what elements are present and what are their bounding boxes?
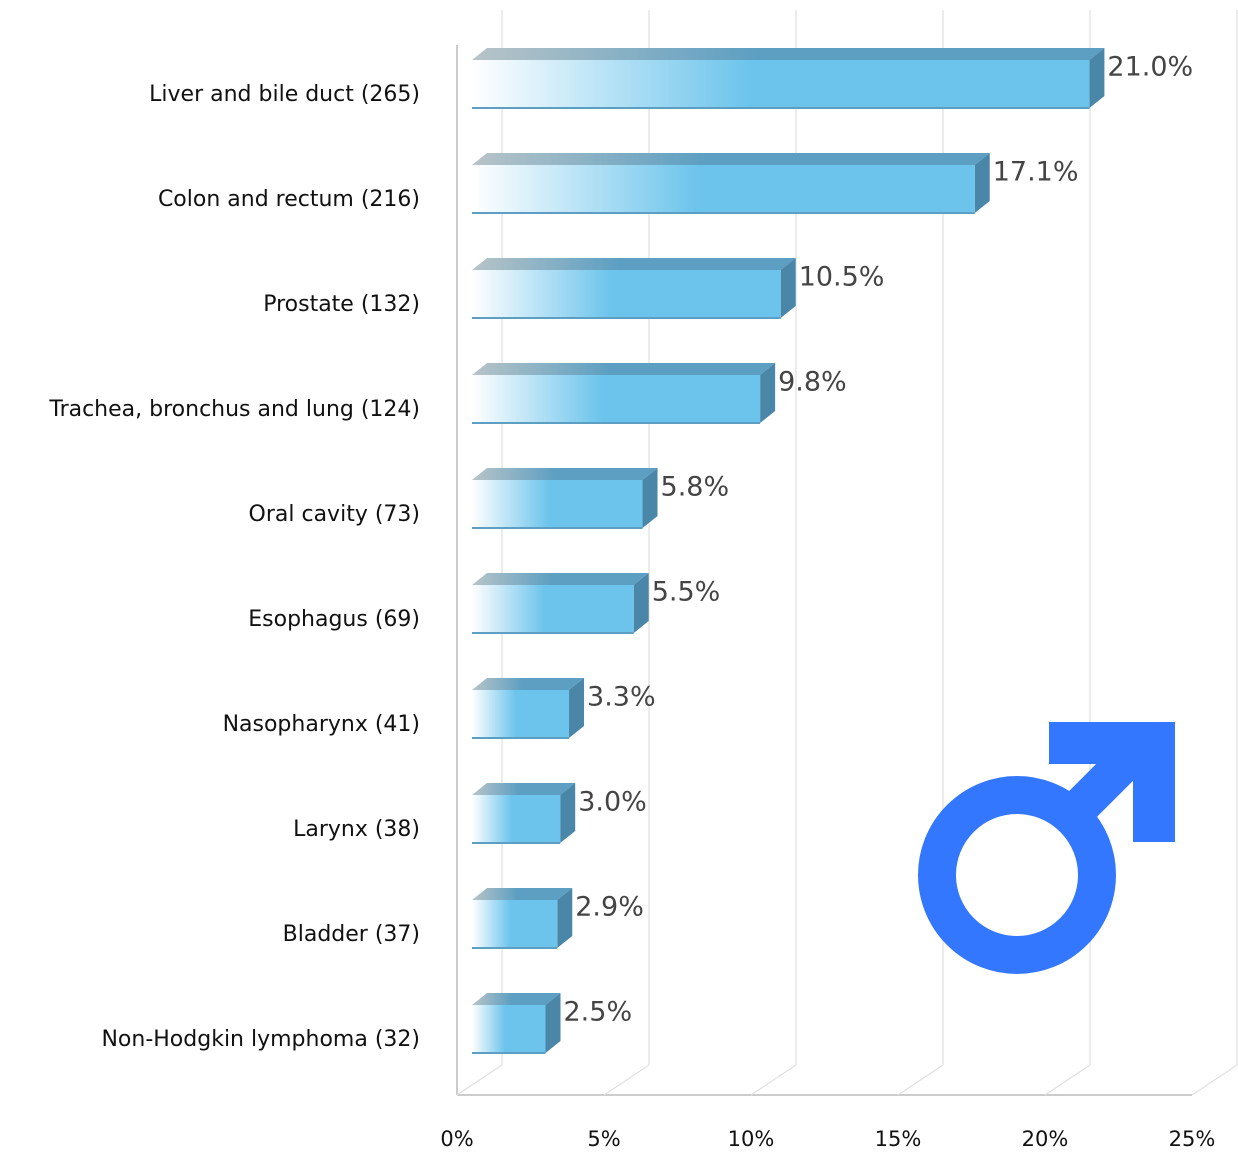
bar-top — [472, 573, 649, 585]
category-label: Colon and rectum (216) — [158, 187, 420, 212]
bar-side — [633, 573, 649, 633]
male-symbol — [918, 722, 1175, 974]
bar — [472, 270, 781, 318]
bar-side — [545, 993, 561, 1053]
bar-side — [1089, 48, 1105, 108]
bar — [472, 690, 570, 738]
bar-side — [560, 783, 576, 843]
category-label: Non-Hodgkin lymphoma (32) — [101, 1027, 420, 1052]
bar-top — [472, 363, 776, 375]
x-tick-label: 5% — [587, 1127, 620, 1151]
symbol-ring — [918, 776, 1116, 974]
category-label: Liver and bile duct (265) — [149, 82, 420, 107]
value-label: 17.1% — [993, 157, 1079, 188]
x-tick-label: 25% — [1169, 1127, 1216, 1151]
floor-line — [603, 1064, 650, 1096]
category-label: Esophagus (69) — [248, 607, 420, 632]
bar-side — [974, 153, 990, 213]
x-tick-label: 0% — [440, 1127, 473, 1151]
floor-line — [1044, 1064, 1091, 1096]
category-label: Trachea, bronchus and lung (124) — [48, 397, 420, 422]
bar-top — [472, 888, 573, 900]
bar — [472, 900, 558, 948]
bar-side — [760, 363, 776, 423]
value-label: 5.5% — [652, 577, 721, 608]
bar — [472, 1005, 546, 1053]
bar-side — [569, 678, 585, 738]
bar — [472, 480, 643, 528]
bar — [472, 375, 761, 423]
value-label: 3.0% — [578, 787, 647, 818]
x-tick-label: 20% — [1022, 1127, 1069, 1151]
bar-top — [472, 783, 576, 795]
bar-side — [780, 258, 796, 318]
bar-top — [472, 48, 1105, 60]
category-label: Nasopharynx (41) — [223, 712, 420, 737]
category-label: Oral cavity (73) — [249, 502, 420, 527]
bar-top — [472, 678, 585, 690]
x-tick-label: 15% — [875, 1127, 922, 1151]
floor-line — [897, 1064, 944, 1096]
bar-top — [472, 153, 990, 165]
bar — [472, 165, 975, 213]
category-label: Larynx (38) — [293, 817, 420, 842]
x-tick-label: 10% — [728, 1127, 775, 1151]
symbol-head — [1049, 722, 1175, 842]
bars: Liver and bile duct (265) 21.0% Colon and … — [48, 48, 1193, 1054]
value-label: 5.8% — [661, 472, 730, 503]
category-label: Bladder (37) — [283, 922, 420, 947]
bar — [472, 585, 634, 633]
bar-side — [557, 888, 573, 948]
value-label: 2.9% — [575, 892, 644, 923]
value-label: 10.5% — [799, 262, 885, 293]
bar-top — [472, 468, 658, 480]
bar-side — [642, 468, 658, 528]
value-label: 2.5% — [564, 997, 633, 1028]
category-label: Prostate (132) — [263, 292, 420, 317]
value-label: 21.0% — [1107, 52, 1193, 83]
value-label: 3.3% — [587, 682, 656, 713]
bar-top — [472, 258, 796, 270]
floor-line — [456, 1064, 503, 1096]
bar — [472, 795, 561, 843]
floor-line — [750, 1064, 797, 1096]
bar-top — [472, 993, 561, 1005]
floor-line — [1191, 1064, 1238, 1096]
bar — [472, 60, 1090, 108]
value-label: 9.8% — [778, 367, 847, 398]
